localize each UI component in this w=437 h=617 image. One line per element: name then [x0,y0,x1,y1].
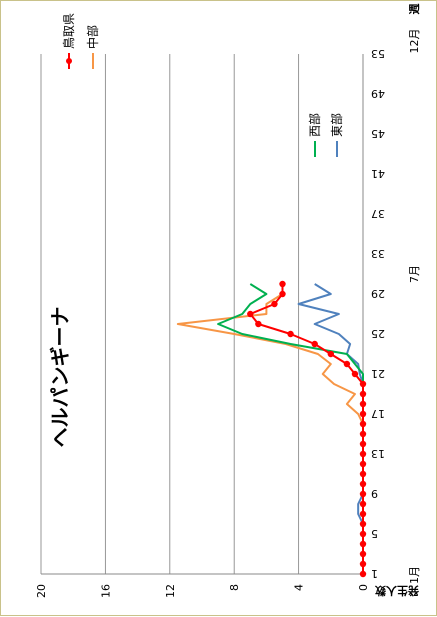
y-tick-label: 16 [99,584,112,598]
month-label-jul: 7月 [408,265,421,283]
data-point [359,390,367,398]
y-tick-label: 0 [357,584,370,591]
data-point [359,380,367,388]
data-point [359,400,367,408]
plot-area [41,54,363,574]
data-point [359,480,367,488]
data-point [255,320,262,328]
y-tick-label: 8 [228,584,241,591]
x-tick-labels: 1 5 9 13 17 21 25 29 33 37 41 45 49 53 [371,47,385,580]
series-lines [176,280,367,578]
data-point [343,360,351,368]
x-tick-label: 1 [371,567,378,580]
x-tick-label: 9 [371,487,378,500]
legend-marker [66,58,72,64]
legend-label: 鳥取県 [61,13,76,49]
x-tick-label: 41 [371,167,385,180]
month-label-dec: 12月 [408,29,421,54]
week-unit-label: 週 [407,4,421,15]
y-tick-labels: 0 4 8 12 16 20 [35,584,370,598]
y-axis-label: 発生人数 [374,584,420,598]
data-point [359,500,367,508]
y-tick-label: 12 [164,584,177,598]
x-tick-label: 17 [371,407,385,420]
data-point [359,410,367,418]
x-tick-label: 5 [371,527,378,540]
x-tick-label: 49 [371,87,385,100]
data-point [327,350,334,358]
data-point [279,290,286,298]
data-point [359,560,367,568]
data-point [359,550,367,558]
data-point [359,470,367,478]
legend-label: 東部 [329,113,344,137]
legend-label: 西部 [307,113,322,137]
x-tick-label: 33 [371,247,385,260]
data-point [311,340,318,348]
data-point [359,510,367,518]
x-tick-label: 53 [371,47,385,60]
data-point [271,300,278,308]
month-label-jan: 1月 [408,566,421,584]
data-point [351,370,359,378]
data-point [359,440,367,448]
data-point [279,280,286,288]
x-tick-label: 13 [371,447,385,460]
y-tick-label: 4 [293,584,306,591]
data-point [359,430,367,438]
data-point [287,330,294,338]
data-point [359,490,367,498]
data-point [359,450,367,458]
data-point [359,570,367,578]
data-point [359,530,367,538]
data-point [247,310,254,318]
data-point [359,540,367,548]
x-tick-label: 25 [371,327,385,340]
x-tick-label: 21 [371,367,385,380]
gridlines [40,54,364,575]
x-tick-label: 45 [371,127,385,140]
x-tick-label: 29 [371,287,385,300]
data-point [359,460,367,468]
data-point [359,520,367,528]
y-tick-label: 20 [35,584,48,598]
x-tick-label: 37 [371,207,385,220]
legend-label: 中部 [85,25,100,49]
data-point [359,420,367,428]
chart-title: ヘルパンギーナ [48,307,72,448]
